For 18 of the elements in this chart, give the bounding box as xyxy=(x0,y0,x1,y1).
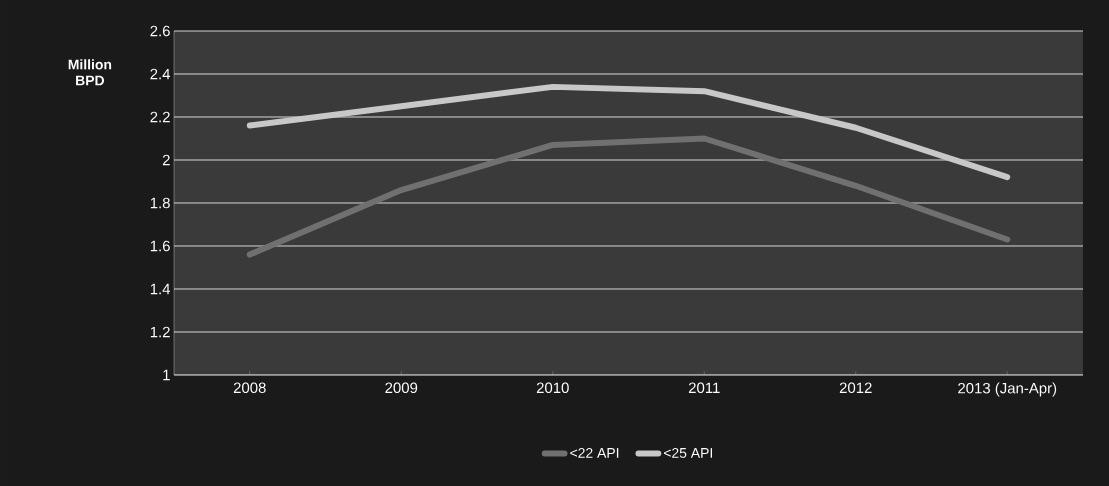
y-tick-label: 2.4 xyxy=(150,68,171,80)
y-tick-label: 1.6 xyxy=(150,240,170,252)
y-tick-label: 1 xyxy=(163,369,170,381)
y-tick-label: 1.8 xyxy=(150,197,170,209)
y-tick-label: 1.4 xyxy=(150,283,171,295)
x-tick-label: 2011 xyxy=(688,382,720,394)
legend-label: <25 API xyxy=(663,447,713,458)
y-tick-label: 2.6 xyxy=(150,25,170,37)
x-tick-label: 2009 xyxy=(385,382,418,394)
y-tick-label: 2 xyxy=(162,154,170,166)
legend-label: <22 API xyxy=(570,447,619,458)
y-axis-title: Million BPD xyxy=(68,59,112,86)
x-tick-label: 2008 xyxy=(233,382,266,394)
y-tick-label: 2.2 xyxy=(150,111,170,123)
x-tick-label: 2012 xyxy=(839,382,872,394)
x-tick-label: 2013 (Jan-Apr) xyxy=(958,382,1057,397)
x-tick-label: 2010 xyxy=(536,382,569,394)
y-tick-label: 1.2 xyxy=(150,326,170,338)
